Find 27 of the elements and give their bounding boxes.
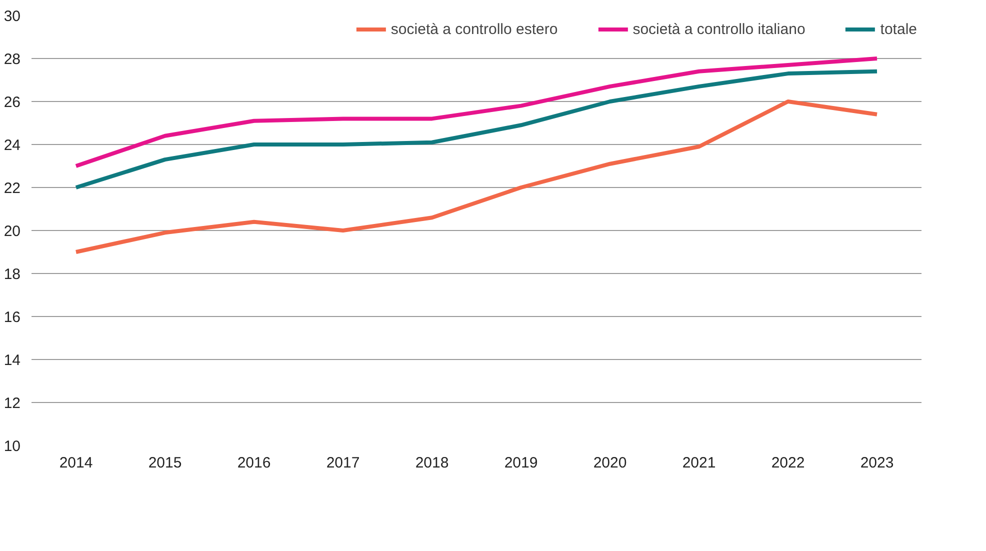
line-series: [74, 69, 879, 190]
y-tick-label: 16: [4, 309, 21, 326]
y-tick-label: 28: [4, 51, 21, 68]
y-tick-label: 20: [4, 223, 21, 240]
x-tick-label: 2020: [593, 454, 627, 472]
x-tick-label: 2023: [860, 454, 894, 472]
legend-label: totale: [880, 20, 917, 38]
legend-label: società a controllo estero: [390, 20, 558, 38]
x-tick-label: 2017: [326, 454, 360, 472]
x-tick-label: 2015: [148, 454, 182, 472]
line-series: [74, 56, 879, 168]
x-tick-label: 2019: [504, 454, 538, 472]
x-tick-label: 2014: [59, 454, 93, 472]
x-tick-label: 2021: [682, 454, 716, 472]
y-tick-label: 30: [4, 8, 21, 25]
x-tick-label: 2018: [415, 454, 449, 472]
y-tick-label: 14: [4, 352, 21, 369]
x-tick-label: 2016: [237, 454, 271, 472]
y-tick-label: 24: [4, 137, 21, 154]
legend-label: società a controllo italiano: [632, 20, 806, 38]
y-tick-label: 10: [4, 438, 21, 455]
y-tick-label: 12: [4, 395, 21, 412]
line-series: [74, 100, 879, 254]
x-tick-label: 2022: [771, 454, 805, 472]
y-tick-label: 18: [4, 266, 21, 283]
y-tick-label: 26: [4, 94, 21, 111]
y-tick-label: 22: [4, 180, 21, 197]
